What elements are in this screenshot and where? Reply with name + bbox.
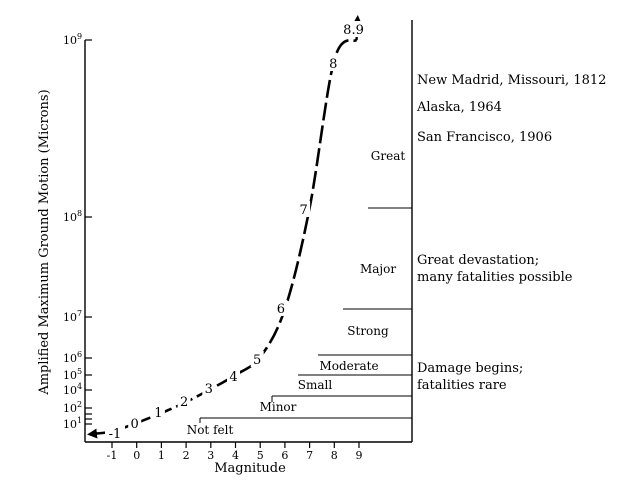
event-new-madrid: New Madrid, Missouri, 1812: [417, 73, 606, 88]
band-label: Moderate: [319, 359, 378, 373]
y-tick-label-base: 10: [63, 418, 77, 431]
curve-point-label-bg: [297, 201, 311, 217]
band-label: Small: [298, 378, 333, 392]
x-tick-label: 1: [158, 449, 165, 462]
x-tick-label: 4: [232, 449, 239, 462]
y-tick-label-exponent: 4: [77, 382, 82, 391]
y-tick-label: 106: [63, 350, 82, 365]
note-great-devastation-line2: many fatalities possible: [417, 270, 573, 285]
curve-point-label: 4: [229, 370, 237, 385]
curve-point-label: 3: [205, 382, 213, 397]
y-tick-label-base: 10: [63, 369, 77, 382]
note-damage-begins-line2: fatalities rare: [417, 378, 507, 393]
curve-point-label-bg: [274, 300, 288, 316]
x-tick-label: 3: [207, 449, 214, 462]
curve-point-label: 6: [277, 302, 285, 317]
curve-point-label-bg: [105, 425, 125, 441]
curve-point-label-bg: [227, 368, 240, 384]
curve-point-label: 2: [180, 395, 188, 410]
curve-point-labels: -1 01 2 3 4 5 6 7 8 8.9: [105, 21, 368, 442]
x-tick-label: 5: [257, 449, 264, 462]
curve-point-label-bg: [250, 351, 264, 367]
y-tick-label: 107: [63, 309, 82, 324]
band-label: Not felt: [187, 423, 234, 437]
y-tick-label-base: 10: [63, 311, 77, 324]
x-tick-labels: -1 0 1 2 3 4 5 6 7 8 9: [107, 449, 363, 462]
band-lines: [199, 207, 412, 423]
y-tick-label-exponent: 5: [77, 367, 82, 376]
note-damage-begins-line1: Damage begins;: [417, 361, 523, 376]
y-tick-label-exponent: 9: [77, 32, 82, 41]
x-tick-label: 2: [183, 449, 190, 462]
y-tick-label-exponent: 1: [77, 416, 82, 425]
y-tick-label-base: 10: [63, 34, 77, 47]
note-great-devastation-line1: Great devastation;: [417, 253, 539, 268]
band-label: Great: [371, 149, 406, 163]
curve-point-label-bg: [326, 55, 340, 71]
curve-point-label: -1: [109, 427, 122, 442]
y-tick-label: 109: [63, 32, 82, 47]
curve-point-label-bg: [202, 380, 216, 396]
event-alaska: Alaska, 1964: [416, 100, 502, 115]
y-tick-label-base: 10: [63, 384, 77, 397]
y-tick-label-exponent: 7: [77, 309, 82, 318]
curve-point-label-bg: [128, 415, 142, 431]
y-tick-label-exponent: 8: [77, 209, 82, 218]
y-ticks: [85, 39, 92, 425]
y-tick-label-exponent: 6: [77, 350, 82, 359]
band-label: Minor: [260, 400, 297, 414]
band-label: Major: [360, 262, 396, 276]
curve-point-label-bg: [340, 21, 368, 37]
y-tick-label: 101: [63, 416, 82, 431]
x-tick-label: -1: [107, 449, 118, 462]
y-tick-label: 102: [63, 400, 82, 415]
y-tick-label: 108: [63, 209, 82, 224]
x-tick-label: 6: [281, 449, 288, 462]
y-tick-label-base: 10: [63, 211, 77, 224]
curve-point-label-bg: [151, 404, 165, 420]
event-san-francisco: San Francisco, 1906: [417, 130, 552, 145]
curve-point-label: 1: [154, 406, 162, 421]
y-tick-label: 105: [63, 367, 82, 382]
curve-point-label-bg: [177, 393, 191, 409]
curve-point-label: 8: [329, 57, 337, 72]
y-tick-label-exponent: 2: [77, 400, 82, 409]
curve-point-label: 7: [299, 203, 307, 218]
y-tick-label-base: 10: [63, 402, 77, 415]
y-axis-title: Amplified Maximum Ground Motion (Microns…: [37, 89, 52, 395]
curve-point-label: 5: [253, 353, 261, 368]
curve-point-label: 0: [131, 417, 139, 432]
x-tick-label: 8: [331, 449, 338, 462]
x-axis-title: Magnitude: [214, 461, 286, 476]
y-tick-label: 104: [63, 382, 82, 397]
y-tick-label-base: 10: [63, 352, 77, 365]
x-tick-label: 9: [356, 449, 363, 462]
band-label: Strong: [347, 324, 389, 338]
x-ticks: [111, 442, 360, 448]
curve-point-label: 8.9: [343, 23, 364, 38]
x-tick-label: 7: [306, 449, 313, 462]
x-tick-label: 0: [133, 449, 140, 462]
